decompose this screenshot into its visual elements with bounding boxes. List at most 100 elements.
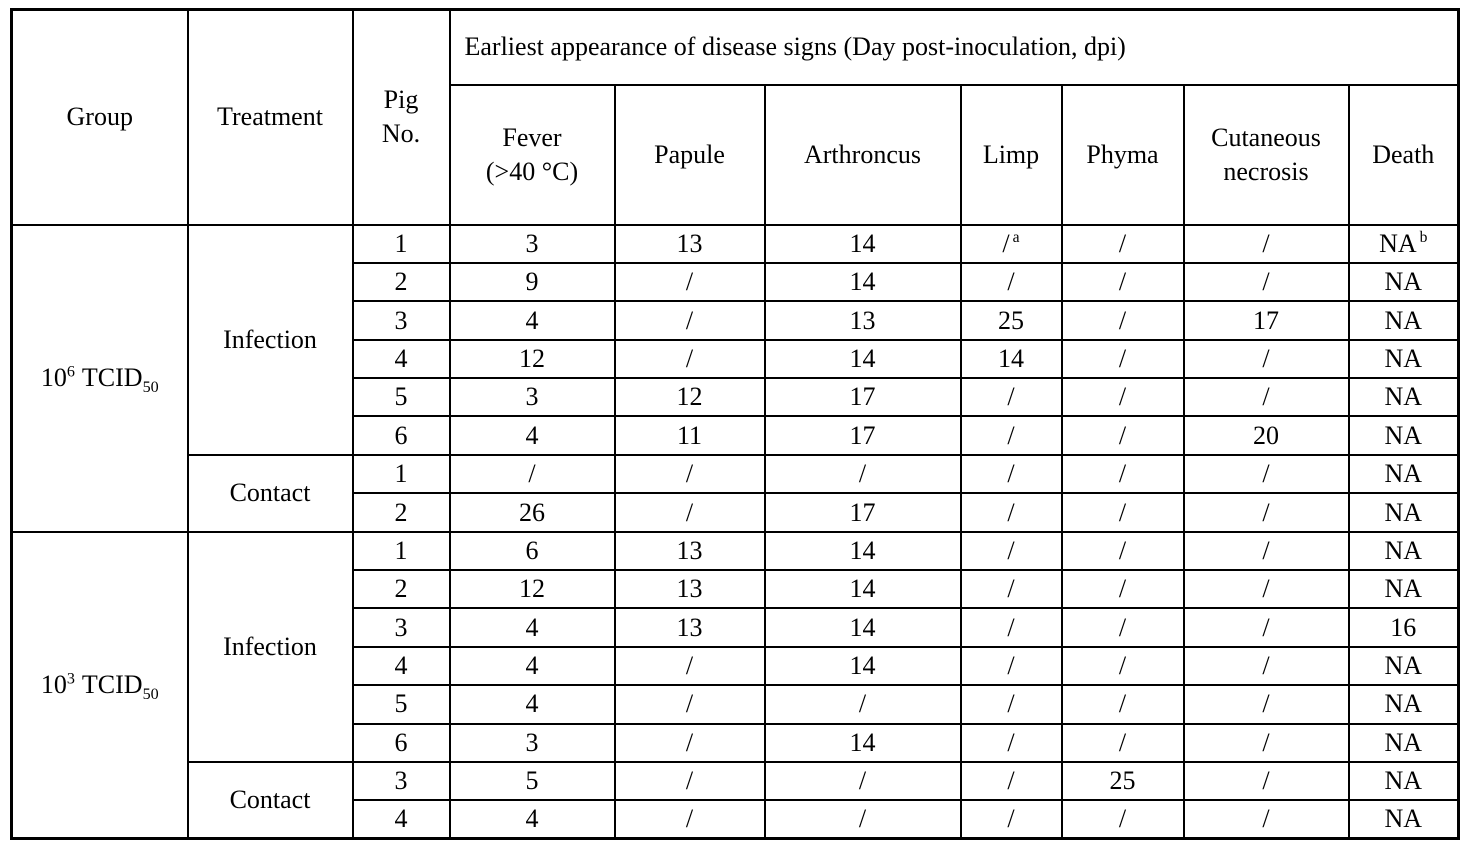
death-cell: NA (1347, 300, 1460, 341)
subscript: 50 (142, 686, 159, 704)
death-cell: NA (1347, 377, 1460, 418)
death-cell: NA (1347, 799, 1460, 840)
papule-cell: 11 (613, 415, 766, 456)
papule-cell: / (613, 453, 766, 495)
necrosis-cell: / (1182, 338, 1350, 380)
exponent: 6 (66, 363, 75, 381)
limp-cell: / (959, 492, 1063, 533)
pig-no-cell: 3 (351, 607, 451, 648)
fever-cell: 3 (448, 377, 616, 418)
limp-cell: / a (959, 223, 1063, 264)
table-row: 2 12 13 14 / / / NA (12, 569, 1460, 610)
pig-no-cell: 1 (351, 223, 451, 264)
fever-cell: 3 (448, 722, 616, 763)
phyma-cell: / (1060, 799, 1185, 840)
death-cell: NA (1347, 760, 1460, 802)
group-label-cell-1: 106 TCID50 (10, 223, 189, 533)
phyma-cell: / (1060, 338, 1185, 380)
death-cell: NA (1347, 645, 1460, 687)
papule-cell: 13 (613, 569, 766, 610)
phyma-cell: / (1060, 300, 1185, 341)
death-cell: NA (1347, 492, 1460, 533)
phyma-cell: / (1060, 492, 1185, 533)
arthroncus-cell: 14 (763, 338, 962, 380)
phyma-cell: / (1060, 261, 1185, 303)
necrosis-cell: / (1182, 530, 1350, 572)
fever-cell: 4 (448, 645, 616, 687)
arthroncus-cell: 14 (763, 530, 962, 572)
pig-no-cell: 6 (351, 415, 451, 456)
papule-cell: / (613, 760, 766, 802)
phyma-cell: / (1060, 415, 1185, 456)
pig-no-cell: 2 (351, 569, 451, 610)
fever-cell: / (448, 453, 616, 495)
treatment-cell-infection-2: Infection (186, 530, 354, 763)
limp-cell: / (959, 722, 1063, 763)
necrosis-column-header: Cutaneous necrosis (1182, 83, 1350, 226)
arthroncus-cell: 14 (763, 261, 962, 303)
phyma-cell: / (1060, 223, 1185, 264)
necrosis-cell: / (1182, 607, 1350, 648)
fever-cell: 4 (448, 415, 616, 456)
necrosis-cell: / (1182, 645, 1350, 687)
necrosis-cell: / (1182, 453, 1350, 495)
treatment-cell-contact-2: Contact (186, 760, 354, 840)
cell-value: NA (1379, 228, 1417, 258)
limp-cell: / (959, 530, 1063, 572)
arthroncus-cell: 14 (763, 569, 962, 610)
subscript: 50 (142, 379, 159, 397)
header-row-signs: Fever (>40 °C) Papule Arthroncus Limp Ph… (12, 83, 1460, 226)
necrosis-cell: / (1182, 760, 1350, 802)
pig-no-cell: 2 (351, 492, 451, 533)
fever-cell: 4 (448, 684, 616, 725)
fever-cell: 12 (448, 338, 616, 380)
phyma-cell: 25 (1060, 760, 1185, 802)
cell-value: / (1002, 228, 1010, 258)
table-row: Contact 3 5 / / / 25 / NA (12, 760, 1460, 840)
papule-cell: 13 (613, 530, 766, 572)
limp-cell: / (959, 453, 1063, 495)
arthroncus-cell: 13 (763, 300, 962, 341)
limp-cell: / (959, 645, 1063, 687)
table-row: 4 4 / / / / / NA (12, 799, 1460, 840)
necrosis-cell: 20 (1182, 415, 1350, 456)
fever-cell: 4 (448, 799, 616, 840)
pig-no-header-line2: No. (381, 119, 421, 149)
limp-cell: / (959, 415, 1063, 456)
arthroncus-cell: 14 (763, 645, 962, 687)
phyma-cell: / (1060, 607, 1185, 648)
papule-cell: / (613, 338, 766, 380)
fever-header-line1: Fever (502, 122, 562, 152)
fever-cell: 4 (448, 607, 616, 648)
footnote-marker-b: b (1419, 229, 1428, 247)
pig-no-cell: 5 (351, 377, 451, 418)
necrosis-cell: / (1182, 799, 1350, 840)
table-row: 106 TCID50 Infection 1 3 13 14 /a / / NA b (10, 223, 1460, 533)
death-cell: NA (1347, 338, 1460, 380)
fever-cell: 9 (448, 261, 616, 303)
pig-no-cell: 4 (351, 645, 451, 687)
arthroncus-column-header: Arthroncus (763, 83, 962, 226)
necrosis-cell: / (1182, 722, 1350, 763)
papule-cell: 12 (613, 377, 766, 418)
arthroncus-cell: / (763, 799, 962, 840)
papule-cell: / (613, 261, 766, 303)
table-row: 4 4 / 14 / / / NA (12, 645, 1460, 687)
papule-cell: 13 (613, 223, 766, 264)
phyma-cell: / (1060, 722, 1185, 763)
papule-cell: / (613, 492, 766, 533)
group-column-header: Group (10, 8, 189, 226)
pig-no-cell: 3 (351, 300, 451, 341)
necrosis-cell: / (1182, 684, 1350, 725)
limp-cell: / (959, 261, 1063, 303)
arthroncus-cell: 14 (763, 607, 962, 648)
arthroncus-cell: 17 (763, 492, 962, 533)
papule-cell: 13 (613, 607, 766, 648)
pig-no-cell: 3 (351, 760, 451, 802)
table-row: 4 12 / 14 14 / / NA (12, 338, 1460, 380)
phyma-cell: / (1060, 377, 1185, 418)
table-row: 2 9 / 14 / / / NA (12, 261, 1460, 303)
disease-signs-table: Group Treatment Pig No. Earliest appeara… (10, 8, 1461, 841)
limp-cell: 25 (959, 300, 1063, 341)
group-label-cell-2: 103 TCID50 (10, 530, 189, 840)
